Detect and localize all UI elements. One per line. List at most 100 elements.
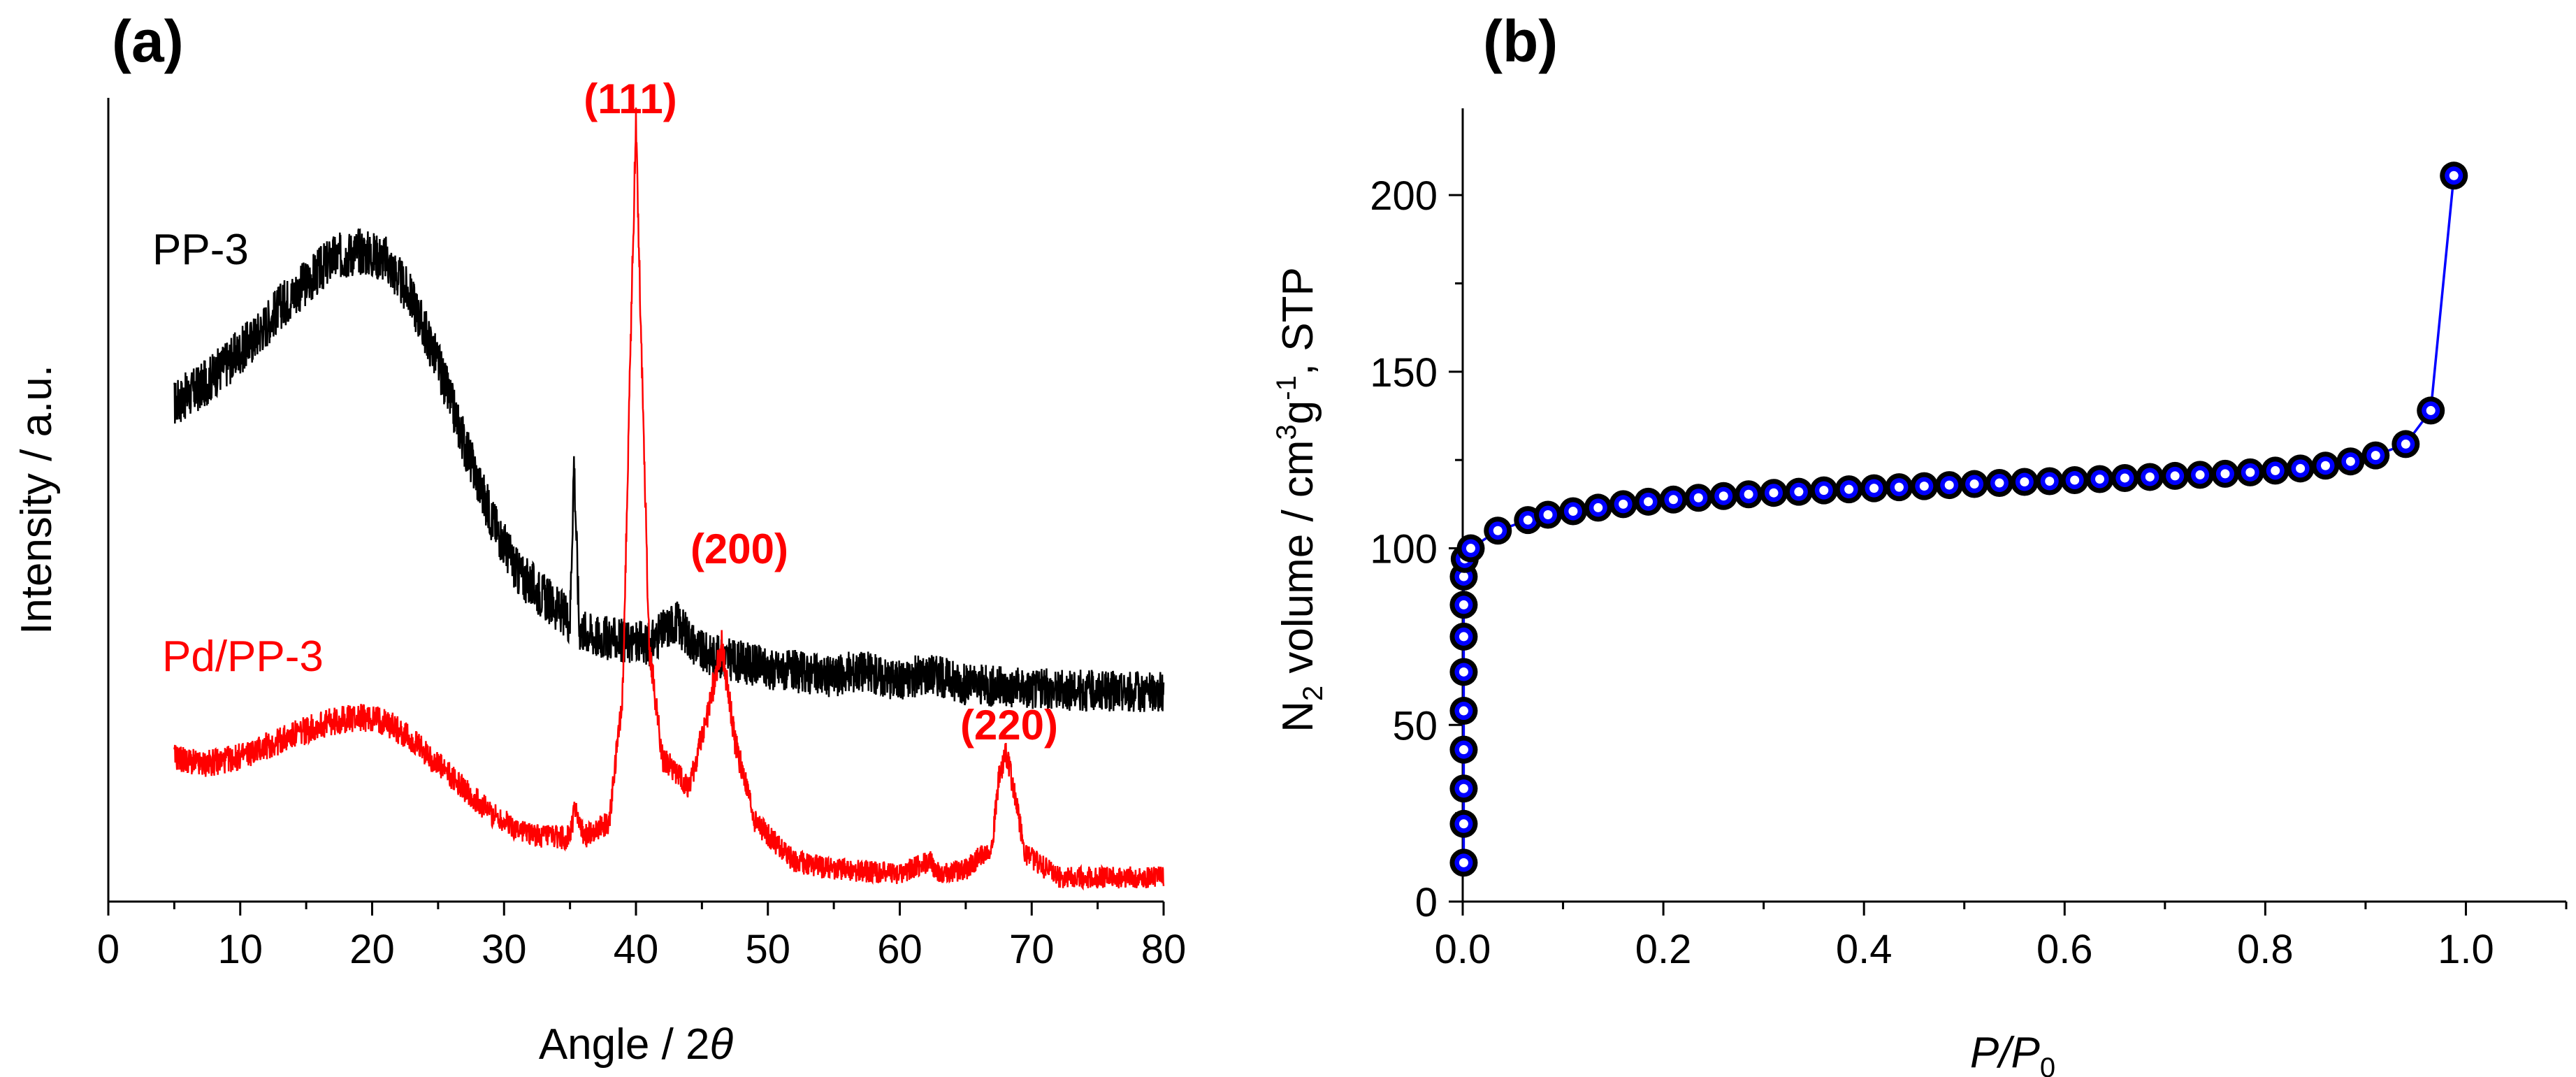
y-title-stp: , STP — [1274, 267, 1322, 375]
isotherm-point-center — [2345, 456, 2355, 466]
isotherm-point-center — [1459, 819, 1468, 829]
isotherm-point — [1449, 774, 1478, 803]
isotherm-point — [2161, 461, 2190, 490]
isotherm-point-center — [1668, 495, 1678, 505]
isotherm-point-center — [1894, 482, 1904, 492]
isotherm-point — [2311, 451, 2340, 480]
isotherm-point — [1910, 472, 1939, 500]
y-title-n: N — [1274, 701, 1322, 732]
panel-a-x-axis-title-text: Angle / 2 — [539, 1020, 710, 1069]
isotherm-point — [2035, 467, 2064, 496]
isotherm-point — [1449, 697, 1478, 725]
isotherm-point-center — [1819, 486, 1829, 496]
isotherm-point-center — [1919, 482, 1929, 491]
panel-a-x-axis-title: Angle / 2θ — [539, 1020, 734, 1069]
y-title-sub-2: 2 — [1298, 686, 1329, 701]
isotherm-point — [1809, 476, 1838, 505]
isotherm-point-center — [2120, 473, 2129, 483]
isotherm-point — [1484, 516, 1512, 545]
series-line-n2-isotherm — [1462, 175, 2455, 863]
isotherm-point — [1759, 479, 1788, 507]
isotherm-point-center — [1459, 572, 1468, 581]
isotherm-point — [1659, 485, 1688, 514]
isotherm-point-center — [1523, 515, 1533, 525]
panel-a-label: (a) — [112, 8, 184, 74]
y-title-sup-minus-1: -1 — [1271, 375, 1302, 400]
isotherm-point-center — [2070, 475, 2080, 485]
isotherm-point-center — [1995, 478, 2004, 488]
peak-label-220: (220) — [960, 702, 1058, 749]
isotherm-point — [2261, 456, 2289, 485]
isotherm-point-center — [2296, 463, 2306, 473]
isotherm-point — [2440, 161, 2468, 190]
panel-a-x-tick-label: 60 — [877, 927, 922, 972]
isotherm-point — [2392, 430, 2420, 458]
isotherm-point-center — [2045, 477, 2055, 486]
isotherm-point-center — [2095, 474, 2105, 484]
panel-b-y-tick-label: 100 — [1370, 527, 1438, 572]
isotherm-point-center — [1769, 488, 1779, 498]
panel-a-plot-area — [173, 107, 1165, 891]
panel-b-x-tick-label: 0.6 — [2036, 927, 2093, 972]
panel-b-x-tick-label: 0.4 — [1836, 927, 1893, 972]
isotherm-point — [1449, 658, 1478, 686]
isotherm-point — [1534, 500, 1563, 529]
isotherm-point — [1684, 484, 1713, 512]
isotherm-point-center — [1459, 706, 1468, 716]
panel-a-y-axis-title: Intensity / a.u. — [13, 365, 61, 635]
isotherm-point — [2136, 463, 2164, 491]
isotherm-point — [1558, 497, 1587, 526]
isotherm-point-center — [1459, 783, 1468, 793]
isotherm-point-center — [1459, 600, 1468, 609]
isotherm-point-center — [1693, 493, 1703, 503]
isotherm-point — [1885, 473, 1913, 502]
isotherm-point — [2417, 396, 2445, 425]
isotherm-point-center — [2401, 439, 2410, 449]
series-label-pd-pp-3: Pd/PP-3 — [162, 633, 324, 681]
isotherm-point — [1960, 470, 1989, 498]
y-title-g: g — [1274, 400, 1322, 424]
isotherm-point — [2210, 459, 2239, 488]
isotherm-point — [2111, 463, 2139, 492]
panel-b-plot-area — [1449, 161, 2468, 877]
isotherm-point-center — [1794, 487, 1804, 497]
panel-a-x-tick-label: 50 — [745, 927, 790, 972]
isotherm-point-center — [1619, 499, 1628, 509]
panel-b-x-tick-label: 0.2 — [1635, 927, 1692, 972]
isotherm-point — [1634, 487, 1663, 516]
isotherm-point-center — [1543, 510, 1553, 520]
series-points-n2-isotherm — [1449, 161, 2468, 877]
isotherm-point-center — [1644, 497, 1654, 507]
isotherm-point-center — [2220, 469, 2230, 479]
x-title-ratio: P/P — [1970, 1029, 2040, 1077]
panel-b-y-ticks: 0 50 100 150 200 — [1370, 173, 1463, 925]
series-label-pp-3: PP-3 — [152, 226, 249, 274]
panel-b-y-tick-label: 150 — [1370, 350, 1438, 396]
isotherm-point — [2010, 468, 2039, 496]
panel-a-x-tick-label: 20 — [349, 927, 395, 972]
isotherm-point-center — [2371, 451, 2380, 461]
peak-label-111: (111) — [584, 75, 676, 122]
isotherm-point — [1449, 622, 1478, 651]
x-title-sub-0: 0 — [2040, 1053, 2055, 1077]
isotherm-point-center — [2170, 471, 2180, 481]
isotherm-point — [1935, 471, 1964, 500]
isotherm-point — [2060, 465, 2089, 494]
isotherm-point-center — [1466, 544, 1475, 554]
isotherm-point-center — [1944, 480, 1954, 490]
panel-a-chart: (a) 0 10 20 30 40 50 60 70 80 PP-3 Pd/PP-3 (111)… — [13, 8, 1186, 1069]
series-line-pp-3 — [173, 228, 1165, 712]
isotherm-point — [1985, 469, 2013, 498]
isotherm-point — [1449, 848, 1478, 877]
panel-a-x-tick-label: 80 — [1141, 927, 1187, 972]
isotherm-point — [1709, 482, 1738, 510]
isotherm-point — [1456, 534, 1485, 563]
isotherm-point-center — [1844, 484, 1854, 494]
y-title-volume: volume / cm — [1274, 440, 1322, 685]
panel-b-y-tick-label: 0 — [1415, 880, 1438, 925]
isotherm-point-center — [1459, 632, 1468, 642]
isotherm-point-center — [1744, 489, 1753, 499]
isotherm-point-center — [1718, 491, 1728, 501]
isotherm-point-center — [2145, 472, 2155, 482]
